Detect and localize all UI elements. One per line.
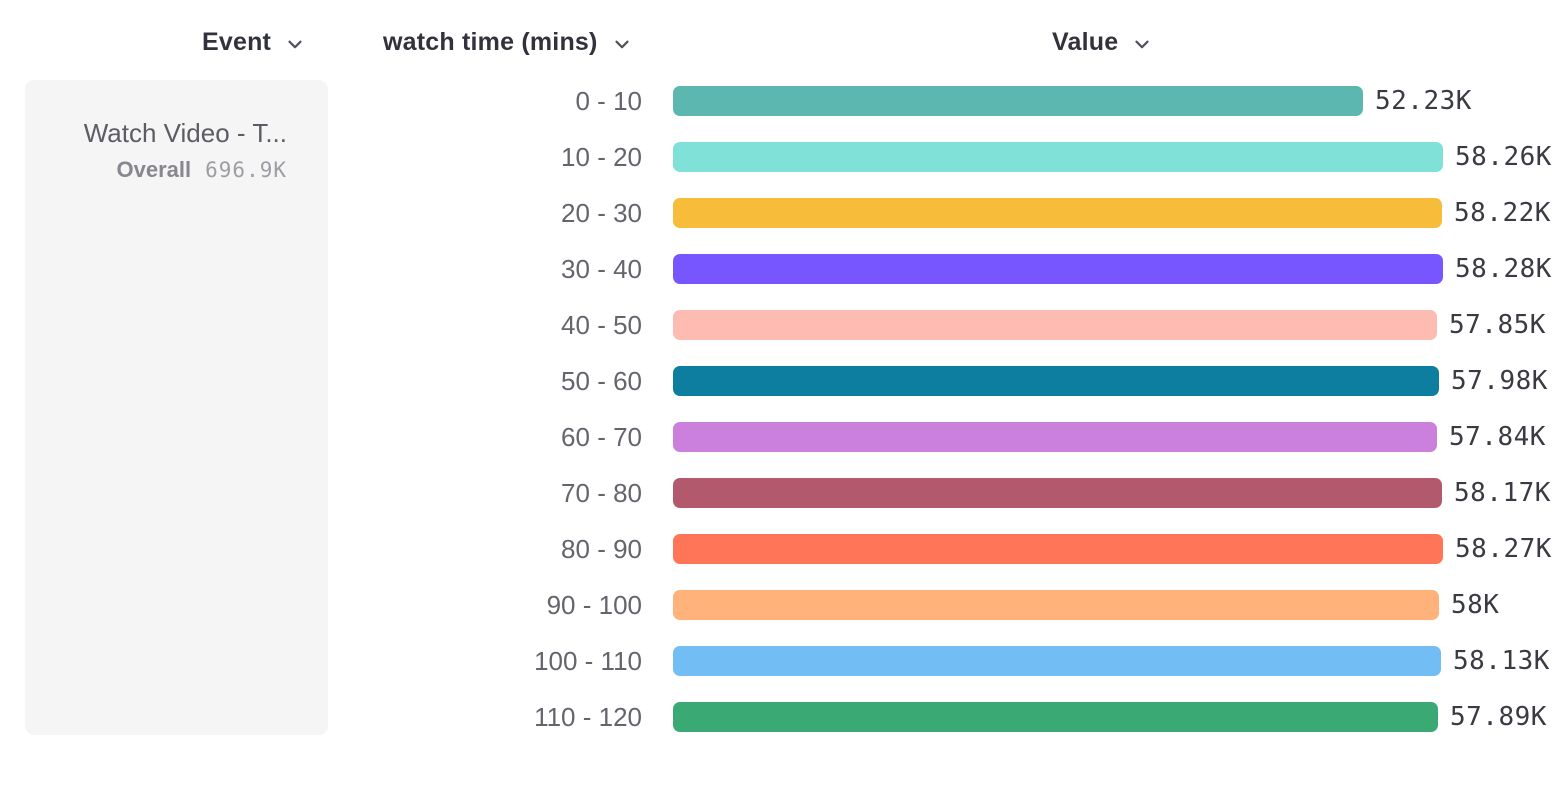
bar-row: 90 - 100 58K (420, 590, 1568, 620)
bar[interactable] (673, 198, 1442, 228)
bin-label: 110 - 120 (534, 701, 642, 732)
bar[interactable] (673, 590, 1439, 620)
bin-label: 70 - 80 (561, 477, 642, 508)
bar-value-label: 58.17K (1454, 478, 1551, 508)
bar-value-label: 57.89K (1450, 702, 1547, 732)
overall-label: Overall (116, 157, 192, 182)
bin-label: 40 - 50 (561, 309, 642, 340)
bar[interactable] (673, 534, 1443, 564)
bin-label: 90 - 100 (546, 589, 642, 620)
bar[interactable] (673, 254, 1443, 284)
bar[interactable] (673, 702, 1438, 732)
bar-row: 40 - 50 57.85K (420, 310, 1568, 340)
event-card: Watch Video - T... Overall 696.9K (25, 80, 328, 735)
bar-row: 10 - 20 58.26K (420, 142, 1568, 172)
bar[interactable] (673, 86, 1363, 116)
bin-label: 50 - 60 (561, 365, 642, 396)
bar[interactable] (673, 422, 1437, 452)
bar-value-label: 58.27K (1455, 534, 1552, 564)
chevron-down-icon (284, 33, 306, 55)
overall-value: 696.9K (205, 158, 287, 182)
bar[interactable] (673, 310, 1437, 340)
bin-label: 0 - 10 (575, 85, 643, 116)
bar-chart: 0 - 10 52.23K 10 - 20 58.26K 20 - 30 58.22K 30… (420, 86, 1568, 758)
bar-value-label: 58.22K (1454, 198, 1551, 228)
bar-value-label: 58K (1451, 590, 1500, 620)
event-column-label: Event (202, 27, 272, 56)
bar-row: 60 - 70 57.84K (420, 422, 1568, 452)
overall-summary: Overall 696.9K (45, 157, 287, 183)
value-column-label: Value (1052, 27, 1119, 56)
bar-value-label: 57.84K (1449, 422, 1546, 452)
bar[interactable] (673, 646, 1441, 676)
bin-label: 30 - 40 (561, 253, 642, 284)
bar-row: 110 - 120 57.89K (420, 702, 1568, 732)
bar-value-label: 57.85K (1449, 310, 1546, 340)
bar-row: 0 - 10 52.23K (420, 86, 1568, 116)
bar[interactable] (673, 142, 1443, 172)
bar-row: 30 - 40 58.28K (420, 254, 1568, 284)
chevron-down-icon (1131, 33, 1153, 55)
bar-value-label: 58.26K (1455, 142, 1552, 172)
bar-value-label: 57.98K (1451, 366, 1548, 396)
bin-label: 100 - 110 (534, 645, 642, 676)
bar-row: 20 - 30 58.22K (420, 198, 1568, 228)
breakdown-column-header[interactable]: watch time (mins) (383, 27, 633, 57)
breakdown-column-label: watch time (mins) (383, 27, 598, 56)
bar-value-label: 58.13K (1453, 646, 1550, 676)
bar[interactable] (673, 478, 1442, 508)
bin-label: 20 - 30 (561, 197, 642, 228)
value-column-header[interactable]: Value (1052, 27, 1153, 57)
event-column-header[interactable]: Event (202, 27, 306, 57)
bin-label: 10 - 20 (561, 141, 642, 172)
event-title: Watch Video - T... (83, 118, 287, 148)
bar-row: 70 - 80 58.17K (420, 478, 1568, 508)
bar-value-label: 52.23K (1375, 86, 1472, 116)
bar[interactable] (673, 366, 1439, 396)
bar-row: 50 - 60 57.98K (420, 366, 1568, 396)
bar-value-label: 58.28K (1455, 254, 1552, 284)
bar-row: 80 - 90 58.27K (420, 534, 1568, 564)
chevron-down-icon (611, 33, 633, 55)
bin-label: 80 - 90 (561, 533, 642, 564)
bar-row: 100 - 110 58.13K (420, 646, 1568, 676)
bin-label: 60 - 70 (561, 421, 642, 452)
